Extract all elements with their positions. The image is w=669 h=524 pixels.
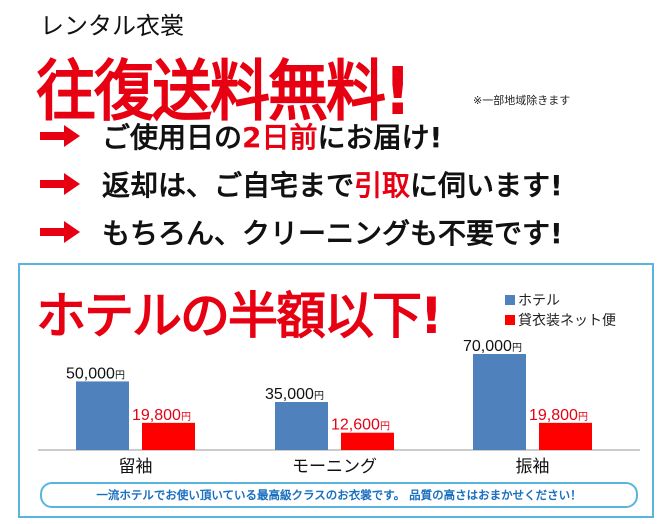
- legend-item-rental: 貸衣装ネット便: [505, 310, 616, 330]
- category-label: モーニング: [292, 457, 377, 477]
- bar: [539, 422, 592, 450]
- feature-line: 返却は、ご自宅まで 引取 に伺います!: [40, 164, 563, 204]
- bar: [275, 402, 328, 450]
- bar: [341, 432, 394, 450]
- comparison-panel: [18, 263, 654, 518]
- feature-line: もちろん、クリーニングも不要です!: [40, 212, 563, 252]
- feature-text: にお届け!: [317, 121, 443, 154]
- comparison-title: ホテルの半額以下!: [36, 287, 443, 345]
- arrow-right-icon: [40, 173, 80, 195]
- subtitle: レンタル衣裳: [40, 12, 184, 40]
- arrow-right-icon: [40, 125, 80, 147]
- feature-line: ご使用日の 2日前 にお届け!: [40, 116, 442, 156]
- feature-text: ご使用日の: [102, 121, 243, 154]
- legend-label: 貸衣装ネット便: [518, 313, 616, 329]
- bar: [473, 354, 526, 450]
- quality-banner: 一流ホテルでお使い頂いている最高級クラスのお衣裳です。 品質の高さはおまかせくだ…: [40, 482, 638, 508]
- feature-text: もちろん、クリーニングも不要です!: [102, 217, 563, 250]
- feature-text: に伺います!: [410, 169, 563, 202]
- region-note: ※一部地域除きます: [473, 94, 571, 107]
- category-label: 振袖: [516, 457, 550, 477]
- feature-text: 返却は、ご自宅まで: [102, 169, 355, 202]
- data-label: 19,800円: [529, 407, 588, 424]
- data-label: 19,800円: [132, 407, 191, 424]
- data-label: 50,000円: [66, 365, 125, 382]
- category-label: 留袖: [119, 457, 153, 477]
- legend-swatch: [505, 295, 515, 305]
- arrow-right-icon: [40, 221, 80, 243]
- highlight-text: 2日前: [242, 121, 318, 154]
- bar: [142, 422, 195, 450]
- data-label: 12,600円: [331, 417, 390, 434]
- legend-swatch: [505, 315, 515, 325]
- legend-label: ホテル: [518, 293, 560, 309]
- data-label: 70,000円: [463, 338, 522, 355]
- highlight-text: 引取: [354, 169, 411, 202]
- bar: [76, 381, 129, 450]
- data-label: 35,000円: [265, 386, 324, 403]
- headline: 往復送料無料!: [36, 53, 411, 131]
- legend-item-hotel: ホテル: [505, 290, 560, 310]
